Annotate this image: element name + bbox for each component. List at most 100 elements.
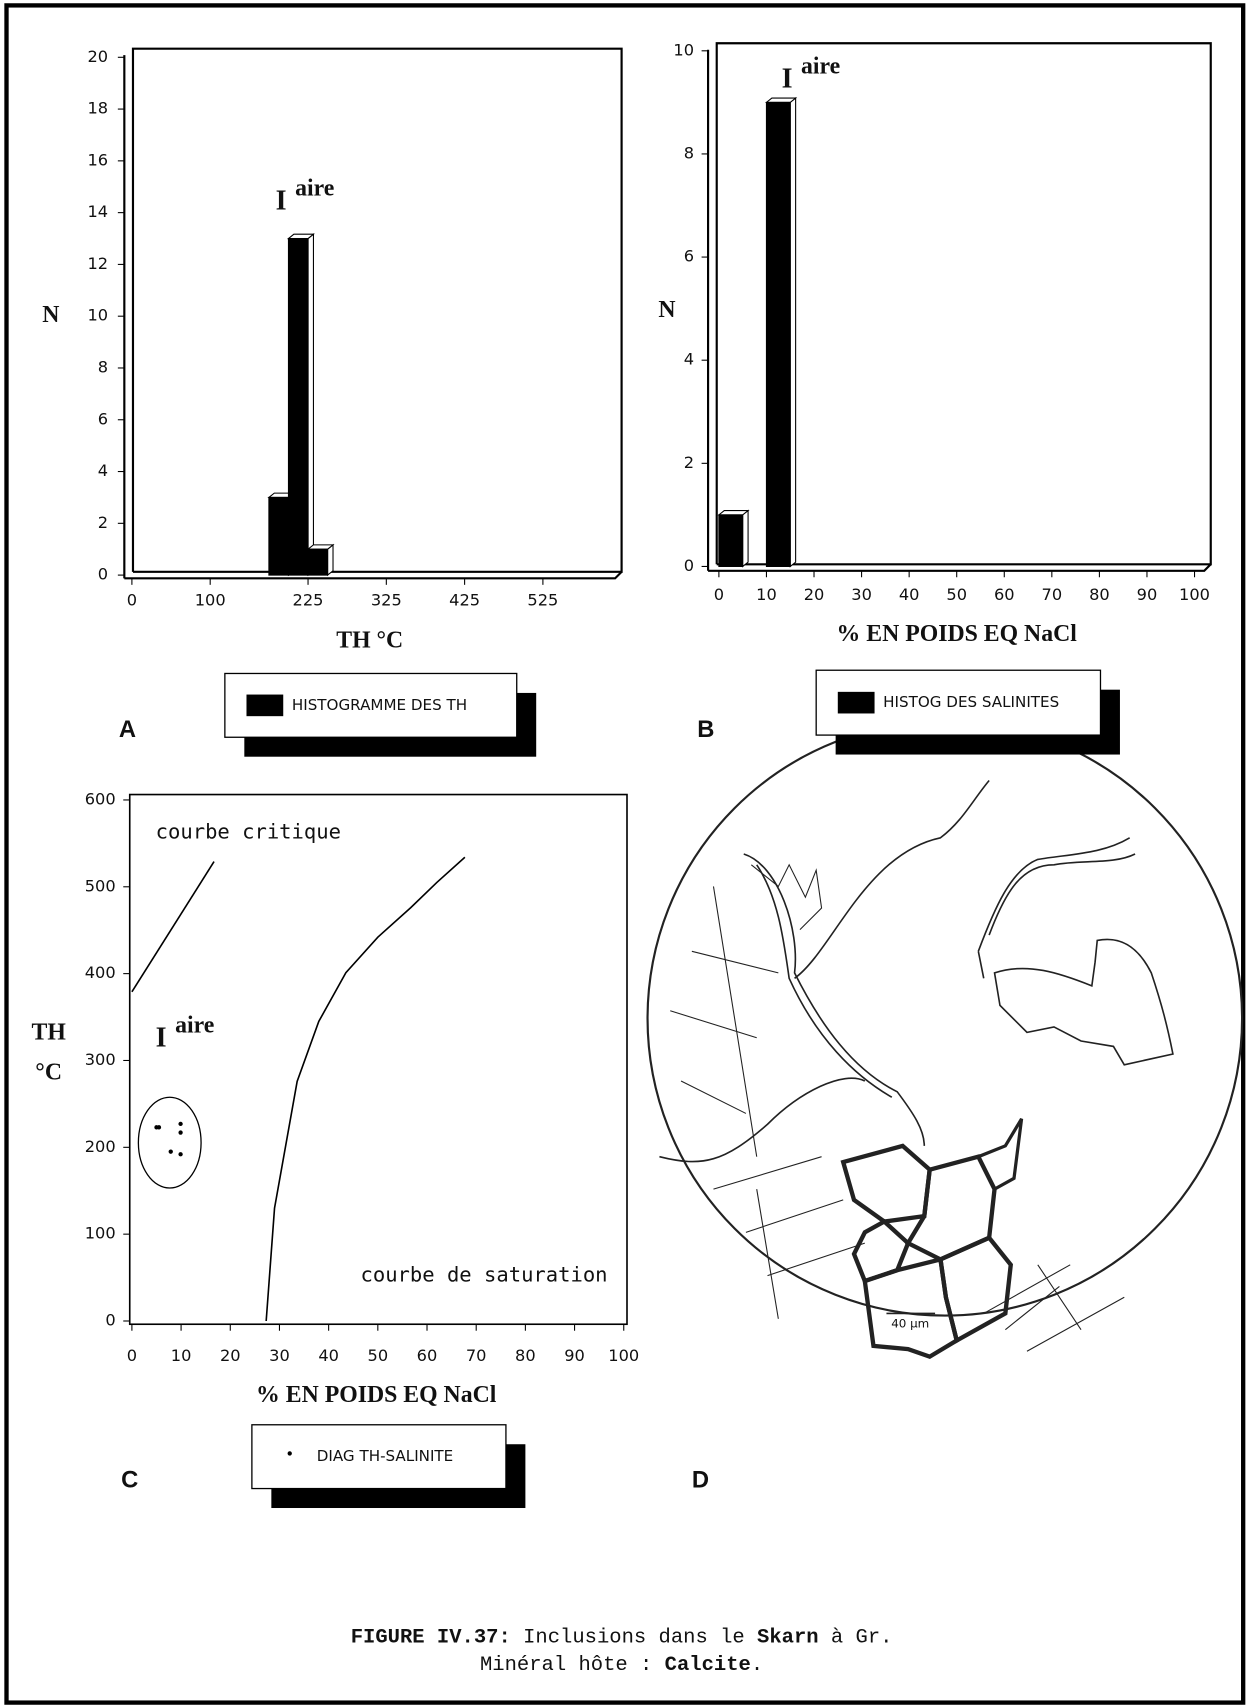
legend-swatch (246, 694, 284, 717)
x-tick-label: 0 (127, 1346, 137, 1365)
x-tick-label: 40 (318, 1346, 339, 1365)
x-tick-label: 100 (195, 591, 226, 610)
curve-label: courbe critique (156, 819, 341, 843)
y-tick-label: 100 (85, 1224, 116, 1243)
y-axis-label-part: TH (31, 1020, 66, 1046)
x-tick-label: 90 (564, 1346, 585, 1365)
x-axis-label: % EN POIDS EQ NaCl (837, 621, 1078, 647)
annotation: I (782, 64, 793, 95)
y-tick-label: 10 (87, 306, 108, 325)
bar (307, 548, 329, 576)
caption-bold: Calcite (665, 1654, 751, 1677)
caption-text: Inclusions dans le (523, 1627, 745, 1650)
y-tick-label: 12 (87, 254, 108, 273)
x-tick-label: 30 (851, 585, 872, 604)
axis-frame-back (715, 42, 1212, 566)
axis-frame-back (131, 47, 623, 573)
legend-label: HISTOG DES SALINITES (883, 693, 1059, 711)
x-tick-label: 90 (1137, 585, 1158, 604)
annotation: I (276, 186, 287, 217)
annotation-sup: aire (295, 176, 334, 202)
bar (287, 237, 309, 576)
legend-box (251, 1424, 507, 1490)
bar (765, 101, 791, 567)
y-tick-label: 2 (98, 513, 108, 532)
x-tick-label: 0 (714, 585, 724, 604)
y-tick-label: 8 (98, 357, 108, 376)
y-tick-label: 4 (684, 350, 694, 369)
curve (131, 861, 215, 993)
x-tick-label: 100 (1179, 585, 1210, 604)
y-axis-label-part: °C (35, 1060, 62, 1086)
y-tick-label: 18 (87, 99, 108, 118)
caption-line-1: FIGURE IV.37: Inclusions dans le Skarn à… (351, 1627, 893, 1650)
bar-side (789, 96, 797, 568)
x-tick-label: 20 (804, 585, 825, 604)
x-tick-label: 20 (220, 1346, 241, 1365)
caption-text: . (751, 1654, 763, 1677)
bar-side (307, 233, 314, 577)
bar-side (327, 543, 334, 577)
legend-marker (287, 1451, 292, 1456)
caption-label: FIGURE IV.37: (351, 1627, 511, 1650)
micrograph (646, 719, 1244, 1360)
caption-bold: Skarn (757, 1627, 819, 1650)
y-tick-label: 20 (87, 47, 108, 66)
bar-top (717, 510, 750, 516)
x-tick-label: 70 (1042, 585, 1063, 604)
x-tick-label: 0 (127, 591, 137, 610)
axis-frame-front (706, 49, 1212, 572)
bar (268, 496, 290, 576)
y-axis-label: N (658, 297, 675, 323)
y-tick-label: 14 (87, 202, 108, 221)
panel-label: D (692, 1466, 709, 1493)
y-tick-label: 4 (98, 461, 108, 480)
bar-side (742, 509, 749, 568)
legend-label: HISTOGRAMME DES TH (292, 696, 467, 714)
y-tick-label: 6 (684, 247, 694, 266)
curve-label: courbe de saturation (361, 1263, 608, 1287)
y-tick-label: 500 (85, 876, 116, 895)
y-tick-label: 0 (105, 1310, 115, 1329)
bar-top (286, 233, 315, 240)
point (168, 1149, 173, 1154)
x-tick-label: 325 (371, 591, 402, 610)
y-tick-label: 16 (87, 150, 108, 169)
y-tick-label: 300 (85, 1050, 116, 1069)
point (178, 1121, 183, 1127)
y-tick-label: 0 (684, 556, 694, 575)
annotation: I (156, 1022, 167, 1053)
bar-top (764, 97, 798, 103)
y-tick-label: 600 (85, 789, 116, 808)
x-tick-label: 70 (466, 1346, 487, 1365)
y-axis-label: TH °C (31, 1020, 66, 1086)
x-tick-label: 80 (515, 1346, 536, 1365)
y-tick-label: 6 (98, 409, 108, 428)
point (178, 1130, 183, 1135)
x-tick-label: 50 (368, 1346, 389, 1365)
annotation-sup: aire (175, 1012, 214, 1038)
bar (718, 514, 744, 567)
x-tick-label: 30 (269, 1346, 290, 1365)
x-tick-label: 525 (527, 591, 558, 610)
y-tick-label: 2 (684, 453, 694, 472)
x-tick-label: 225 (293, 591, 324, 610)
x-tick-label: 60 (994, 585, 1015, 604)
curve (265, 856, 466, 1322)
panel-label: C (121, 1466, 138, 1493)
caption-text: Minéral hôte : (480, 1654, 652, 1677)
panel-label: A (119, 716, 136, 743)
scale-bar-label: 40 µm (891, 1317, 929, 1331)
x-tick-label: 50 (946, 585, 967, 604)
x-tick-label: 80 (1089, 585, 1110, 604)
point (156, 1125, 162, 1130)
page-border (4, 3, 1246, 1705)
y-tick-label: 400 (85, 963, 116, 982)
panel-label: B (697, 716, 714, 743)
caption-line-2: Minéral hôte : Calcite. (480, 1654, 763, 1677)
x-tick-label: 10 (171, 1346, 192, 1365)
annotation-sup: aire (801, 54, 840, 80)
x-tick-label: 425 (449, 591, 480, 610)
bar-top (306, 544, 335, 550)
